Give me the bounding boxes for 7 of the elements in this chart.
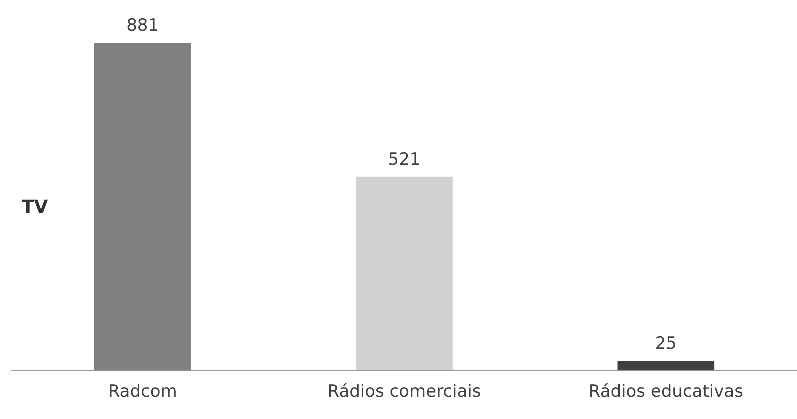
- data-label: 25: [655, 334, 677, 354]
- data-label: 881: [126, 16, 160, 36]
- x-tick-label: Rádios educativas: [588, 382, 744, 402]
- data-label: 521: [388, 150, 421, 170]
- x-tick-label: Rádios comerciais: [328, 382, 482, 402]
- y-axis-title: TV: [22, 196, 48, 218]
- x-tick-label: Radcom: [108, 382, 178, 402]
